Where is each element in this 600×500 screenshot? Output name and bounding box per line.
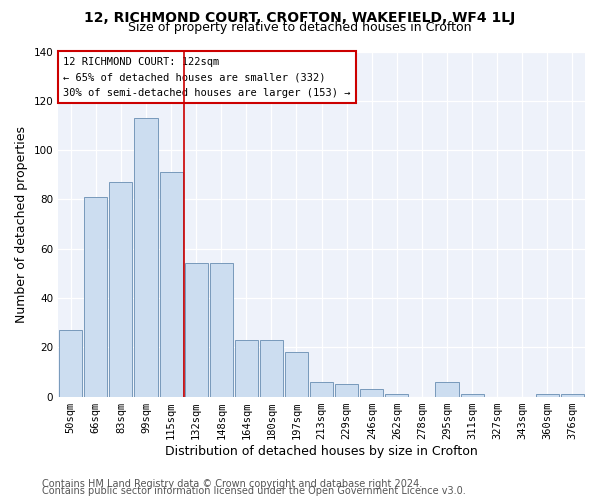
Bar: [134, 118, 158, 396]
Bar: [260, 340, 283, 396]
Bar: [59, 330, 82, 396]
Bar: [235, 340, 258, 396]
Text: 12, RICHMOND COURT, CROFTON, WAKEFIELD, WF4 1LJ: 12, RICHMOND COURT, CROFTON, WAKEFIELD, …: [85, 11, 515, 25]
Bar: [335, 384, 358, 396]
Text: Contains HM Land Registry data © Crown copyright and database right 2024.: Contains HM Land Registry data © Crown c…: [42, 479, 422, 489]
Bar: [285, 352, 308, 397]
Text: 12 RICHMOND COURT: 122sqm
← 65% of detached houses are smaller (332)
30% of semi: 12 RICHMOND COURT: 122sqm ← 65% of detac…: [64, 56, 351, 98]
Bar: [561, 394, 584, 396]
Text: Size of property relative to detached houses in Crofton: Size of property relative to detached ho…: [128, 22, 472, 35]
Bar: [109, 182, 133, 396]
X-axis label: Distribution of detached houses by size in Crofton: Distribution of detached houses by size …: [165, 444, 478, 458]
Text: Contains public sector information licensed under the Open Government Licence v3: Contains public sector information licen…: [42, 486, 466, 496]
Bar: [209, 264, 233, 396]
Bar: [436, 382, 458, 396]
Bar: [461, 394, 484, 396]
Y-axis label: Number of detached properties: Number of detached properties: [15, 126, 28, 322]
Bar: [310, 382, 333, 396]
Bar: [360, 389, 383, 396]
Bar: [536, 394, 559, 396]
Bar: [385, 394, 409, 396]
Bar: [160, 172, 182, 396]
Bar: [185, 264, 208, 396]
Bar: [84, 197, 107, 396]
